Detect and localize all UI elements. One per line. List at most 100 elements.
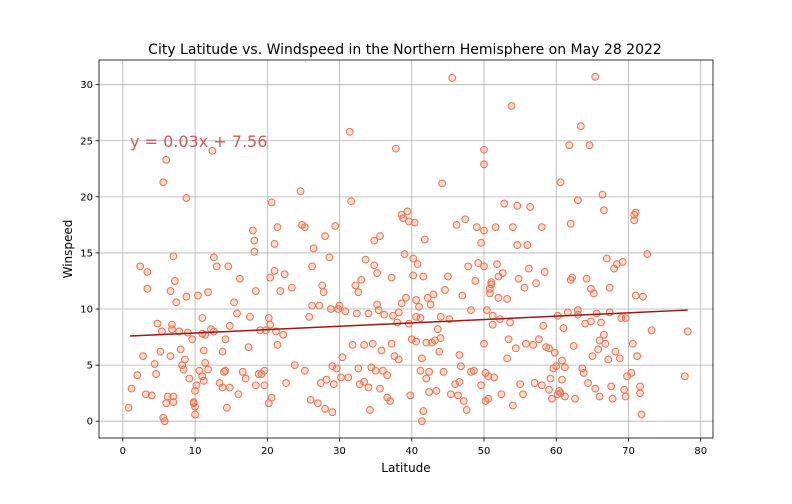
data-point: [446, 390, 455, 399]
data-point: [419, 272, 428, 281]
y-tick-label: 30: [80, 80, 93, 91]
data-point: [480, 226, 488, 235]
data-point: [595, 392, 604, 401]
data-point: [452, 220, 461, 229]
data-point: [631, 291, 640, 300]
data-point: [558, 356, 566, 365]
data-point: [387, 273, 396, 282]
data-point: [198, 314, 207, 322]
data-point: [347, 197, 356, 206]
data-point: [425, 367, 434, 376]
data-point: [618, 258, 627, 266]
data-point: [204, 288, 212, 297]
data-point: [397, 299, 406, 308]
data-point: [360, 378, 369, 386]
data-point: [413, 260, 422, 269]
x-axis-label: Latitude: [381, 461, 430, 475]
data-point: [601, 339, 610, 348]
data-point: [511, 344, 520, 353]
data-point: [680, 372, 689, 381]
data-point: [394, 308, 403, 317]
data-point: [182, 194, 191, 202]
data-point: [561, 392, 569, 401]
data-point: [142, 390, 150, 399]
data-point: [393, 318, 402, 327]
data-point: [588, 352, 597, 361]
data-point: [370, 261, 379, 270]
data-point: [584, 379, 592, 387]
data-point: [574, 196, 582, 205]
data-point: [280, 270, 289, 279]
data-point: [309, 244, 318, 253]
data-point: [591, 72, 600, 81]
data-point: [194, 291, 202, 300]
data-point: [199, 376, 208, 385]
data-point: [417, 417, 426, 426]
data-point: [582, 274, 591, 283]
data-point: [526, 203, 535, 211]
data-point: [321, 232, 330, 241]
data-point: [373, 300, 382, 309]
data-point: [591, 384, 600, 393]
data-point: [221, 335, 230, 344]
data-point: [191, 410, 199, 419]
data-point: [282, 379, 290, 387]
data-point: [480, 145, 488, 154]
data-point: [273, 341, 282, 349]
data-point: [519, 390, 527, 399]
y-tick-label: 20: [80, 192, 93, 203]
data-point: [361, 255, 370, 264]
data-point: [416, 314, 425, 322]
data-point: [611, 347, 620, 356]
data-point: [246, 312, 254, 321]
data-point: [267, 198, 276, 207]
y-axis-ticks: 0 5 10 15 20 25 30: [80, 80, 99, 428]
data-point: [429, 290, 438, 299]
data-point: [198, 372, 207, 381]
data-point: [589, 289, 598, 298]
data-point: [159, 178, 168, 187]
data-point: [602, 254, 611, 263]
data-point: [425, 388, 434, 396]
data-point: [422, 338, 431, 347]
data-point: [594, 345, 603, 354]
data-point: [488, 311, 497, 320]
y-tick-label: 15: [80, 248, 93, 259]
data-point: [332, 364, 341, 373]
data-point: [276, 287, 285, 295]
data-point: [627, 369, 636, 377]
data-point: [300, 223, 309, 232]
x-axis-ticks: 0 10 20 30 40 50 60 70 80: [120, 438, 707, 457]
data-point: [124, 403, 133, 412]
data-point: [344, 373, 353, 382]
data-point: [364, 383, 373, 392]
data-point: [537, 223, 546, 232]
data-point: [416, 366, 425, 375]
data-point: [647, 326, 656, 335]
data-point: [260, 366, 269, 375]
data-point: [412, 296, 421, 304]
data-point: [546, 374, 555, 383]
data-point: [578, 364, 587, 373]
data-point: [441, 286, 449, 294]
data-point: [532, 279, 540, 288]
grid: [99, 60, 713, 438]
data-point: [480, 160, 488, 169]
y-tick-label: 0: [87, 417, 93, 428]
regression-equation-label: y = 0.03x + 7.56: [130, 132, 267, 151]
data-point: [559, 324, 568, 332]
data-point: [458, 291, 467, 300]
data-point: [325, 253, 334, 262]
data-point: [329, 380, 338, 389]
data-point: [235, 274, 244, 283]
data-point: [470, 366, 478, 375]
data-point: [615, 354, 624, 363]
data-point: [389, 311, 397, 320]
data-point: [435, 347, 444, 356]
data-point: [585, 141, 594, 150]
data-point: [605, 308, 614, 317]
data-point: [169, 252, 178, 261]
data-points: [124, 72, 692, 426]
data-point: [639, 292, 647, 301]
x-tick-label: 40: [405, 446, 418, 457]
